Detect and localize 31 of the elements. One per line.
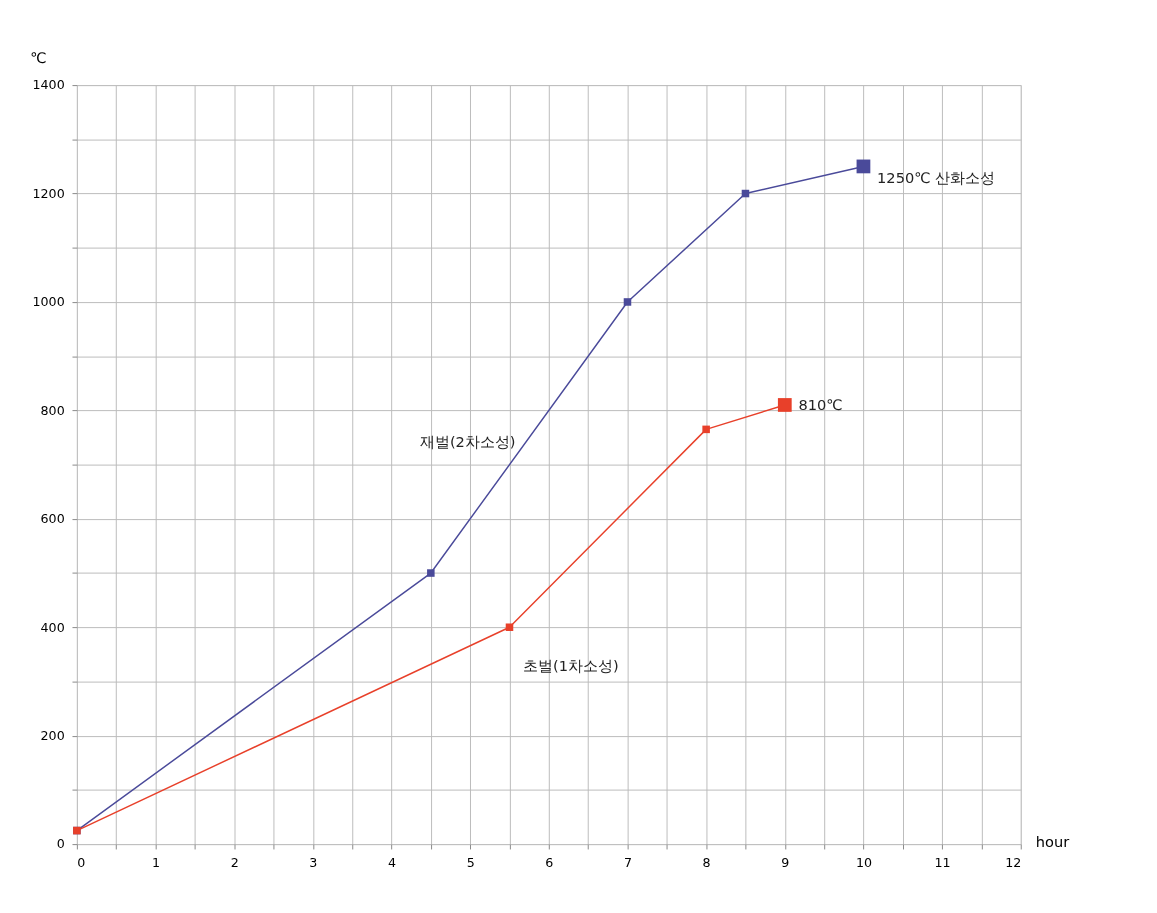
y-tick-label: 400	[40, 619, 65, 635]
series-label: 재벌(2차소성)	[419, 433, 516, 451]
annotation: 810℃	[798, 395, 843, 413]
y-tick-label: 0	[56, 836, 65, 852]
x-tick-label: 12	[1005, 854, 1022, 870]
y-tick-label: 200	[40, 728, 65, 744]
x-tick-label: 9	[781, 854, 790, 870]
x-tick-label: 11	[934, 854, 951, 870]
point	[427, 569, 435, 577]
y-tick-label: 600	[40, 511, 65, 527]
y-tick-label: 800	[40, 402, 65, 418]
x-tick-label: 10	[855, 854, 872, 870]
x-tick-label: 0	[77, 854, 86, 870]
y-tick-label: 1000	[32, 294, 65, 310]
y-tick-label: 1200	[32, 185, 65, 201]
point	[505, 623, 514, 632]
x-tick-label: 8	[702, 854, 711, 870]
x-tick-label: 3	[309, 854, 318, 870]
x-tick-label: 5	[466, 854, 475, 870]
point	[702, 425, 710, 434]
annotation: 1250℃ 산화소성	[877, 168, 996, 186]
y-axis-title: ℃	[30, 49, 47, 67]
x-tick-label: 2	[230, 854, 239, 870]
series-label: 초벌(1차소성)	[523, 657, 619, 675]
x-tick-label: 4	[387, 854, 397, 870]
x-tick-label: 7	[623, 854, 632, 870]
y-tick-label: 1400	[32, 77, 65, 93]
x-axis-title: hour	[1035, 832, 1070, 850]
x-tick-label: 6	[545, 854, 554, 870]
x-tick-label: 1	[151, 854, 161, 870]
point	[623, 298, 632, 306]
